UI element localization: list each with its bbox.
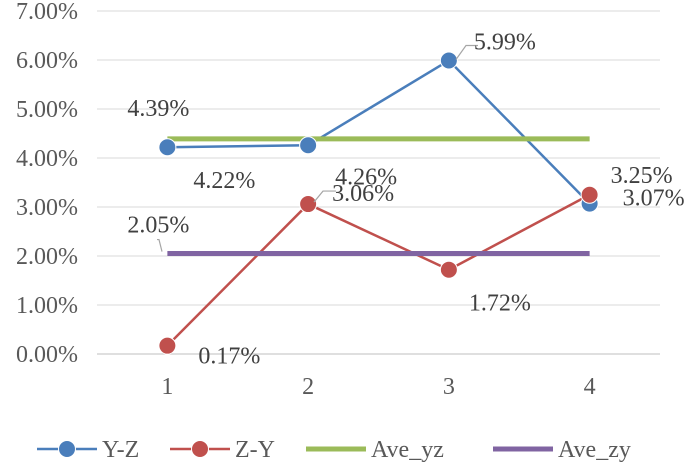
legend-marker <box>58 440 76 458</box>
y-axis-ticks: 0.00% 1.00% 2.00% 3.00% 4.00% 5.00% 6.00% 7.00% <box>16 0 78 368</box>
data-label-y-z: 3.07% <box>623 186 685 212</box>
x-tick-label: 2 <box>302 374 314 400</box>
legend-item-ave-zy: Ave_zy <box>493 437 631 463</box>
y-tick-label: 4.00% <box>16 146 78 172</box>
x-axis-ticks: 1 2 3 4 <box>161 374 595 400</box>
data-label-z-y: 0.17% <box>198 344 260 370</box>
x-tick-label: 1 <box>161 374 173 400</box>
leader-line <box>313 190 336 203</box>
data-label-ave-zy: 2.05% <box>127 213 189 239</box>
x-tick-label: 4 <box>584 374 596 400</box>
data-point-y-z <box>439 51 458 70</box>
y-tick-label: 3.00% <box>16 195 78 221</box>
data-point-z-y <box>158 336 177 355</box>
data-point-z-y <box>580 185 599 204</box>
leader-line <box>455 44 478 60</box>
x-tick-label: 3 <box>443 374 455 400</box>
y-tick-label: 1.00% <box>16 293 78 319</box>
y-tick-label: 0.00% <box>16 342 78 368</box>
data-label-ave-yz: 4.39% <box>127 96 189 122</box>
y-tick-label: 6.00% <box>16 48 78 74</box>
data-point-z-y <box>439 260 458 279</box>
legend-marker <box>191 440 209 458</box>
leader-line <box>157 238 163 252</box>
series-line-z-y <box>166 193 591 347</box>
legend-item-ave-yz: Ave_yz <box>306 437 444 463</box>
series-group <box>158 51 599 355</box>
data-label-y-z: 4.22% <box>193 168 255 194</box>
y-tick-label: 7.00% <box>16 0 78 25</box>
series-line-y-z <box>167 59 591 205</box>
data-point-y-z <box>299 136 318 155</box>
data-point-z-y <box>299 195 318 214</box>
legend-label: Ave_yz <box>371 437 444 463</box>
data-point-y-z <box>158 138 177 157</box>
data-label-z-y: 3.06% <box>332 181 394 207</box>
legend-label: Ave_zy <box>558 437 631 463</box>
legend-label: Z-Y <box>235 437 275 463</box>
data-labels: 4.22% 4.26% 5.99% 3.07% 0.17% 3.06% 1.72% 3.25%… <box>127 29 684 369</box>
y-tick-label: 5.00% <box>16 97 78 123</box>
data-label-z-y: 3.25% <box>611 163 673 189</box>
y-tick-label: 2.00% <box>16 244 78 270</box>
legend-item-y-z: Y-Z <box>37 437 139 463</box>
legend-item-z-y: Z-Y <box>170 437 275 463</box>
data-label-y-z: 5.99% <box>474 29 536 55</box>
legend-label: Y-Z <box>102 437 139 463</box>
legend: Y-Z Z-Y Ave_yz Ave_zy <box>37 437 631 463</box>
data-label-z-y: 1.72% <box>469 291 531 317</box>
data-label-y-z: 4.26% <box>335 164 397 190</box>
